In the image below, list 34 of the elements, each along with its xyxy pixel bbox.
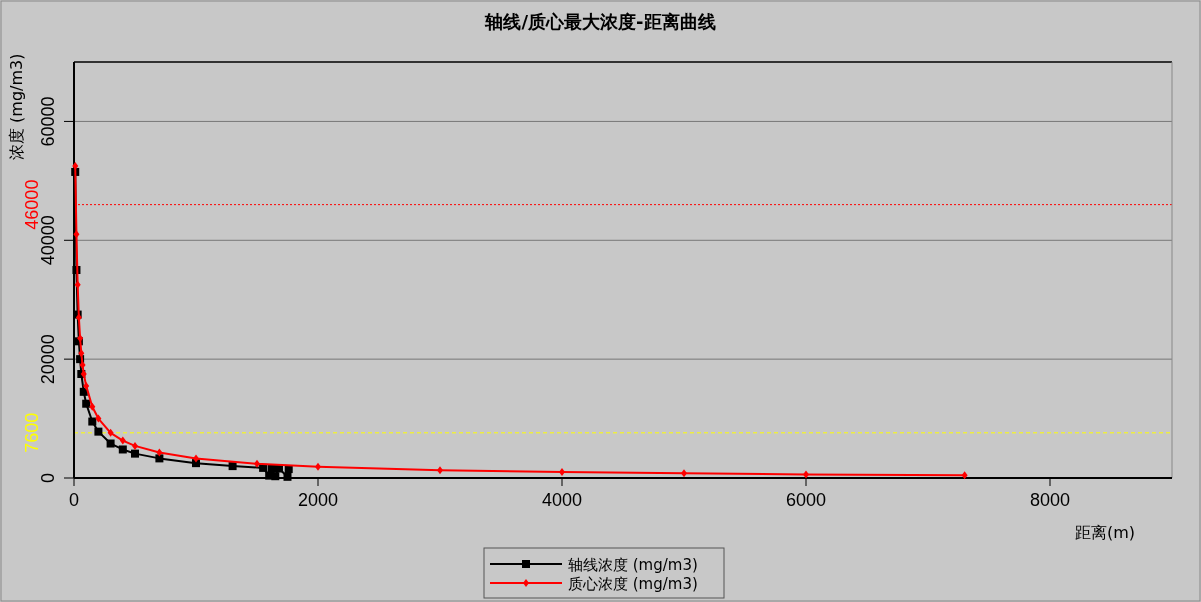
point bbox=[72, 162, 79, 170]
point bbox=[118, 445, 127, 454]
point bbox=[83, 381, 90, 390]
x-tick-label: 4000 bbox=[541, 490, 583, 510]
point bbox=[961, 471, 968, 480]
point bbox=[82, 399, 91, 408]
x-tick-label: 6000 bbox=[785, 490, 827, 510]
point bbox=[78, 349, 85, 358]
point bbox=[74, 280, 81, 289]
point bbox=[155, 454, 164, 463]
x-axis-title: 距离(m) bbox=[1074, 523, 1135, 542]
legend-label: 质心浓度 (mg/m3) bbox=[568, 575, 698, 593]
point bbox=[119, 436, 126, 445]
ref-line-label: 7600 bbox=[22, 412, 42, 453]
y-tick-label: 20000 bbox=[38, 334, 58, 385]
y-tick-label: 0 bbox=[38, 472, 58, 484]
point bbox=[106, 439, 115, 448]
chart-title: 轴线/质心最大浓度-距离曲线 bbox=[484, 11, 716, 32]
y-tick-label: 60000 bbox=[38, 96, 58, 147]
point bbox=[156, 448, 163, 457]
legend-label: 轴线浓度 (mg/m3) bbox=[568, 556, 698, 574]
point bbox=[89, 402, 96, 411]
point bbox=[228, 462, 237, 471]
point bbox=[107, 428, 114, 437]
point bbox=[283, 472, 292, 481]
point bbox=[73, 230, 80, 239]
x-tick-label: 8000 bbox=[1029, 490, 1071, 510]
point bbox=[95, 414, 102, 423]
point bbox=[88, 417, 97, 426]
point bbox=[94, 427, 103, 436]
point bbox=[131, 449, 139, 458]
x-tick-label: 0 bbox=[68, 490, 80, 510]
x-tick-label: 2000 bbox=[297, 490, 339, 510]
y-axis-title: 浓度 (mg/m3) bbox=[7, 53, 26, 160]
